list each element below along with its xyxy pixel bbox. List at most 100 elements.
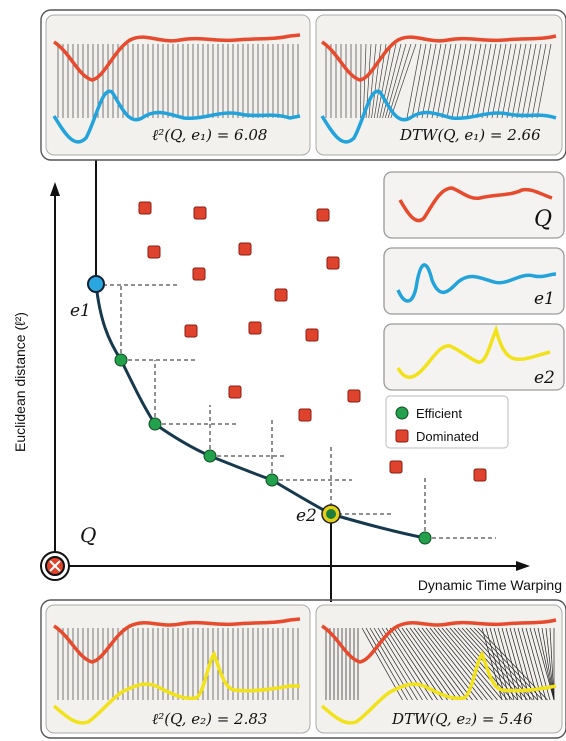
efficient-points [114, 353, 432, 545]
alignment-line [377, 627, 423, 701]
side-e1-label: e1 [534, 289, 555, 309]
alignment-line [441, 627, 503, 701]
efficient-point [203, 449, 217, 463]
alignment-line [501, 627, 523, 701]
alignment-line [486, 43, 502, 119]
alignment-line [401, 627, 453, 701]
alignment-line [379, 43, 397, 119]
dominated-point [316, 208, 330, 222]
legend: Efficient Dominated [385, 395, 509, 449]
efficient-point [114, 353, 128, 367]
alignment-line [425, 627, 483, 701]
alignment-line [505, 627, 527, 701]
alignment-line [496, 43, 512, 119]
alignment-line [471, 43, 487, 119]
alignment-line [476, 43, 492, 119]
alignment-lines-top-left [57, 44, 299, 118]
dominated-point [184, 324, 198, 338]
legend-dominated-marker [395, 429, 409, 443]
dominated-point [238, 242, 252, 256]
alignment-line [433, 627, 493, 701]
side-curves: Q e1 e2 [383, 171, 565, 391]
alignment-line [509, 627, 531, 701]
dominated-point [347, 389, 361, 403]
dominated-point [228, 385, 242, 399]
alignment-line [436, 43, 452, 119]
alignment-line [376, 43, 392, 119]
alignment-line [466, 43, 482, 119]
alignment-line [411, 43, 427, 119]
alignment-line [516, 43, 532, 119]
panel-top-right-label: DTW(Q, e₁) = 2.66 [399, 126, 541, 144]
alignment-line [521, 43, 537, 119]
e1-curve [52, 89, 301, 144]
legend-dominated-label: Dominated [416, 429, 479, 444]
dominated-point [248, 321, 262, 335]
legend-efficient-label: Efficient [416, 406, 462, 421]
q-curve [320, 34, 557, 82]
alignment-line [465, 627, 533, 701]
alignment-line [491, 43, 507, 119]
panel-top-left: ℓ²(Q, e₁) = 6.08 [45, 14, 311, 156]
alignment-line [461, 43, 477, 119]
alignment-line [382, 43, 402, 119]
alignment-line [421, 627, 478, 701]
side-panel-q: Q [383, 171, 565, 239]
efficient-point [148, 417, 162, 431]
side-panel-e1: e1 [383, 247, 565, 315]
y-axis-arrow [50, 182, 60, 196]
side-panel-e2: e2 [383, 323, 565, 391]
q-curve [320, 618, 557, 664]
alignment-line [429, 627, 488, 701]
alignment-line [536, 43, 552, 119]
dominated-point [138, 201, 152, 215]
alignment-line [481, 43, 497, 119]
alignment-line [437, 627, 498, 701]
bottom-panels: ℓ²(Q, e₂) = 2.83 DTW(Q, e₂) = 5.46 [40, 599, 566, 739]
alignment-line [397, 627, 448, 701]
alignment-line [426, 43, 442, 119]
legend-efficient-marker [395, 406, 409, 420]
efficient-point [418, 531, 432, 545]
dominated-point [147, 245, 161, 259]
e1-point [87, 275, 105, 293]
alignment-line [416, 43, 432, 119]
alignment-line [456, 43, 472, 119]
alignment-line [368, 43, 377, 119]
alignment-line [431, 43, 447, 119]
alignment-line [446, 43, 462, 119]
alignment-line [417, 627, 473, 701]
alignment-line [371, 43, 382, 119]
alignment-line [497, 627, 519, 701]
alignment-line [406, 43, 422, 119]
main-plot: Euclidean distance (ℓ²) Dynamic Time War… [12, 160, 562, 602]
alignment-line [381, 627, 428, 701]
alignment-line [526, 43, 542, 119]
panel-top-left-label: ℓ²(Q, e₁) = 6.08 [152, 126, 267, 144]
alignment-line [409, 627, 463, 701]
alignment-line [457, 627, 523, 701]
e2-curve [52, 650, 300, 725]
panel-bottom-left: ℓ²(Q, e₂) = 2.83 [45, 604, 311, 734]
alignment-line [485, 627, 507, 701]
alignment-line [506, 43, 522, 119]
panel-bottom-right: DTW(Q, e₂) = 5.46 [315, 604, 563, 734]
dashed-guides [96, 284, 496, 539]
alignment-lines-top-right [325, 43, 552, 119]
alignment-line [369, 627, 413, 701]
e2-point-core [326, 509, 336, 519]
e2-label: e2 [296, 506, 317, 526]
alignment-line [390, 43, 417, 119]
alignment-line [511, 43, 527, 119]
panel-bottom-right-label: DTW(Q, e₂) = 5.46 [391, 710, 533, 728]
alignment-line [421, 43, 437, 119]
alignment-line [493, 627, 515, 701]
e1-curve [320, 89, 557, 144]
panel-top-right: DTW(Q, e₁) = 2.66 [315, 14, 563, 156]
q-curve [52, 33, 301, 82]
dominated-point [305, 328, 319, 342]
side-e2-label: e2 [534, 368, 555, 388]
dominated-point [326, 256, 340, 270]
alignment-line [405, 627, 458, 701]
